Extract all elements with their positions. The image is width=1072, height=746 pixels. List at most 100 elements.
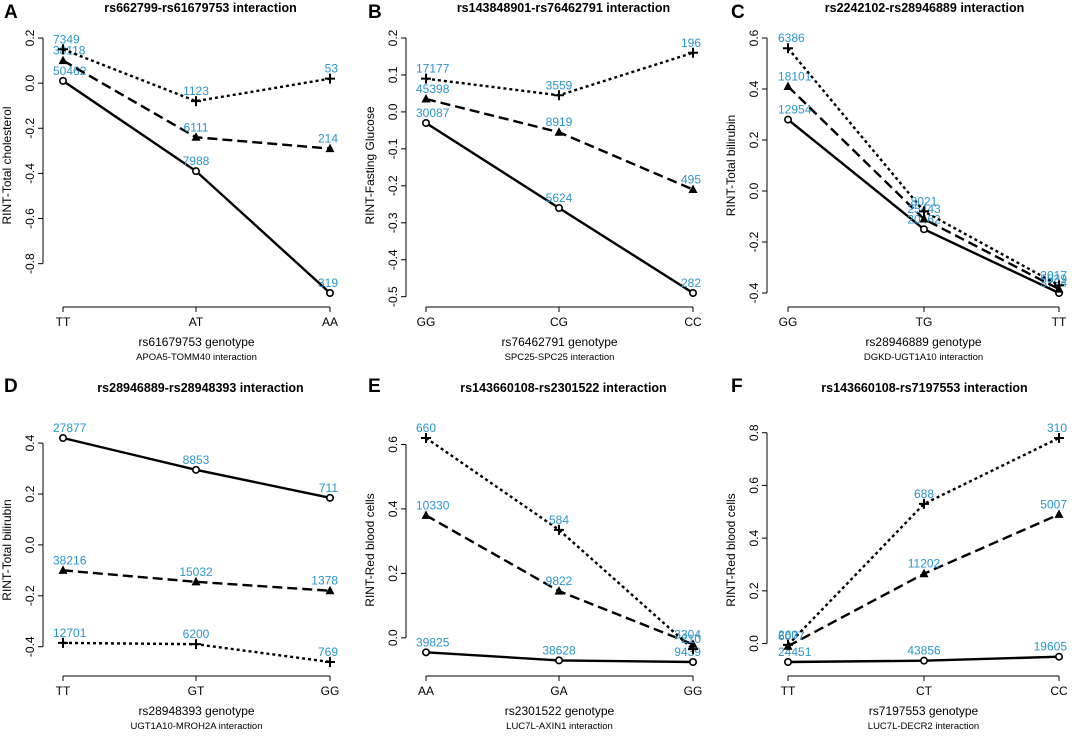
y-tick-label: 0.4: [23, 434, 37, 451]
data-label: 15032: [179, 565, 213, 579]
circle-marker: [783, 115, 792, 124]
y-tick-label: -0.1: [386, 138, 400, 159]
series-line-dashed: [425, 97, 694, 191]
x-tick-label: GG: [779, 315, 798, 329]
data-label: 1378: [311, 574, 338, 588]
x-axis-subtitle: LUC7L-DECR2 interaction: [868, 721, 979, 732]
triangle-marker: [783, 81, 793, 90]
circle-marker: [688, 288, 697, 297]
y-tick-label: 0.0: [23, 74, 37, 91]
data-label: 50462: [53, 64, 87, 78]
triangle-marker: [191, 576, 201, 586]
chart-title: rs143848901-rs76462791 interaction: [457, 1, 670, 15]
y-tick-label: 0.2: [386, 29, 400, 46]
data-label: 6200: [183, 627, 210, 641]
y-tick-label: -0.6: [23, 208, 37, 229]
circle-marker: [192, 167, 201, 176]
data-label: 39825: [416, 635, 450, 649]
x-tick-label: TT: [56, 315, 71, 329]
plus-marker: [919, 206, 929, 217]
plus-marker: [554, 524, 564, 535]
y-tick-label: -0.2: [23, 585, 37, 606]
plus-marker: [191, 96, 201, 107]
y-axis-label: RINT-Total bilirubin: [0, 499, 14, 600]
panel-letter: B: [368, 2, 382, 23]
triangle-marker: [1054, 509, 1064, 518]
series-line-solid: [62, 79, 331, 294]
data-label: 38628: [542, 643, 576, 657]
x-axis-label: rs2301522 genotype: [505, 704, 615, 718]
panel-letter: D: [4, 376, 18, 397]
triangle-marker: [191, 132, 201, 141]
series-line-dashed: [787, 513, 1060, 648]
y-tick-label: -0.4: [386, 249, 400, 270]
plus-marker: [919, 498, 929, 509]
panel-letter: C: [731, 2, 745, 23]
x-tick-label: GG: [321, 684, 340, 698]
y-tick-label: 0.1: [386, 66, 400, 83]
x-tick-label: GT: [188, 684, 205, 698]
data-label: 17177: [416, 62, 450, 76]
x-axis-label: rs61679753 genotype: [138, 335, 254, 349]
data-label: 27877: [53, 421, 87, 435]
y-axis-label: RINT-Red blood cells: [724, 493, 738, 606]
triangle-marker: [325, 585, 335, 595]
plus-marker: [688, 47, 698, 58]
data-label: 30087: [416, 106, 450, 120]
data-label: 319: [318, 276, 338, 290]
x-axis-subtitle: SPC25-SPC25 interaction: [505, 352, 615, 363]
series-line-dotted: [787, 436, 1060, 646]
data-label: 8919: [546, 115, 573, 129]
y-tick-label: 0.4: [386, 500, 400, 517]
plus-marker: [1054, 280, 1064, 291]
circle-marker: [325, 288, 334, 297]
series-line-dashed: [787, 85, 1060, 291]
plus-marker: [688, 644, 698, 655]
triangle-marker: [554, 127, 564, 136]
y-tick-label: 0.2: [747, 131, 761, 148]
y-tick-label: -0.4: [23, 636, 37, 657]
y-tick-label: -0.8: [23, 253, 37, 274]
x-axis-label: rs28946889 genotype: [865, 335, 981, 349]
x-tick-label: AA: [322, 315, 338, 329]
data-label: 38216: [53, 553, 87, 567]
x-tick-label: GA: [550, 684, 567, 698]
y-tick-label: 0.2: [386, 565, 400, 582]
triangle-marker: [325, 143, 335, 153]
y-tick-label: 0.8: [747, 424, 761, 441]
data-label: 9822: [546, 574, 573, 588]
y-tick-label: -0.2: [386, 175, 400, 196]
x-axis-label: rs76462791 genotype: [501, 335, 617, 349]
plus-marker: [783, 639, 793, 650]
x-tick-label: TG: [916, 315, 933, 329]
chart-title: rs143660108-rs7197553 interaction: [821, 381, 1027, 395]
data-label: 196: [681, 36, 701, 50]
y-axis-label: RINT-Total bilirubin: [724, 115, 738, 216]
data-label: 8853: [183, 453, 210, 467]
data-label: 210: [681, 632, 701, 646]
circle-marker: [192, 465, 201, 474]
data-label: 9439: [674, 645, 701, 659]
x-tick-label: CC: [1050, 684, 1068, 698]
y-tick-label: 0.2: [747, 582, 761, 599]
plus-marker: [783, 43, 793, 54]
data-label: 769: [318, 645, 338, 659]
data-label: 6077: [778, 629, 805, 643]
triangle-marker: [421, 93, 431, 103]
y-tick-label: -0.2: [23, 118, 37, 139]
y-axis-label: RINT-Fasting Glucose: [363, 106, 377, 224]
data-label: 688: [914, 487, 934, 501]
y-tick-label: -0.3: [386, 212, 400, 233]
data-label: 43856: [907, 644, 941, 658]
data-label: 10330: [416, 498, 450, 512]
y-tick-label: 0.2: [23, 485, 37, 502]
y-tick-label: 0.0: [747, 182, 761, 199]
y-tick-label: 0.0: [23, 536, 37, 553]
x-axis-subtitle: UGT1A10-MROH2A interaction: [131, 721, 263, 732]
circle-marker: [421, 648, 430, 657]
triangle-marker: [919, 568, 929, 578]
